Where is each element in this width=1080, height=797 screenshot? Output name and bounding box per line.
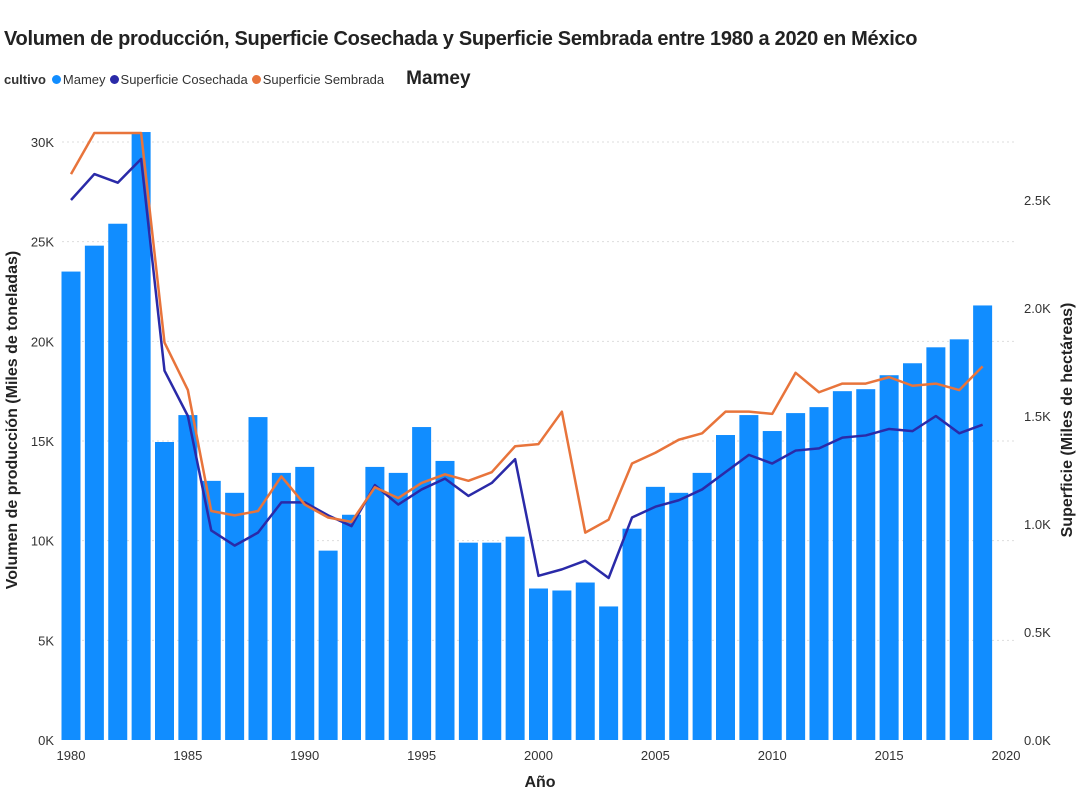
legend-dot-icon [51, 74, 61, 84]
y2-tick-label: 2.5K [1024, 193, 1051, 208]
y2-tick-label: 2.0K [1024, 301, 1051, 316]
x-tick-label: 1985 [173, 748, 202, 763]
bar-2016 [903, 363, 922, 740]
y2-axis-label: Superficie (Miles de hectáreas) [1059, 303, 1076, 538]
bar-2007 [692, 472, 712, 740]
bar-2018 [949, 339, 969, 740]
y-tick-label: 15K [31, 434, 54, 449]
legend-dot-icon [109, 74, 119, 84]
y-axis-label: Volumen de producción (Miles de tonelada… [4, 251, 21, 589]
bar-1999 [505, 536, 525, 740]
x-tick-label: 2005 [641, 748, 670, 763]
bar-2011 [786, 413, 806, 740]
legend: cultivo Mamey Superficie Cosechada Super… [4, 68, 471, 90]
legend-item-sembrada[interactable]: Superficie Sembrada [251, 71, 385, 87]
bar-1998 [482, 542, 502, 740]
bar-1985 [178, 415, 198, 740]
legend-label: Superficie Cosechada [120, 71, 248, 87]
legend-label: Superficie Sembrada [262, 71, 385, 87]
bar-1983 [131, 132, 151, 741]
selected-crop-label: Mamey [406, 68, 471, 89]
chart-title: Volumen de producción, Superficie Cosech… [4, 28, 918, 50]
bar-2002 [575, 582, 595, 740]
y2-tick-label: 0.5K [1024, 625, 1051, 640]
x-tick-label: 2010 [758, 748, 787, 763]
y-tick-label: 10K [31, 534, 54, 549]
legend-title: cultivo [4, 71, 46, 87]
bar-2005 [645, 486, 665, 740]
y2-tick-label: 1.5K [1024, 409, 1051, 424]
bar-1984 [155, 441, 174, 740]
bar-2019 [973, 305, 993, 740]
bar-2009 [739, 415, 759, 740]
bar-2017 [926, 347, 946, 740]
legend-item-mamey[interactable]: Mamey [51, 71, 106, 87]
y2-tick-label: 0.0K [1024, 733, 1051, 748]
x-tick-label: 2015 [875, 748, 904, 763]
x-tick-label: 2000 [524, 748, 553, 763]
bar-1996 [435, 460, 455, 740]
legend-dot-icon [251, 74, 261, 84]
legend-item-cosechada[interactable]: Superficie Cosechada [109, 71, 248, 87]
bar-2010 [762, 431, 782, 740]
legend-label: Mamey [62, 71, 106, 87]
bar-2001 [552, 590, 572, 740]
bar-1990 [295, 466, 315, 740]
bar-1991 [318, 550, 338, 740]
bar-1982 [108, 223, 128, 740]
bar-2008 [716, 435, 735, 740]
y-tick-label: 5K [38, 633, 54, 648]
bar-1987 [225, 492, 245, 740]
bar-1989 [271, 472, 291, 740]
bar-2006 [669, 492, 689, 740]
bar-1992 [342, 514, 361, 740]
bar-1995 [412, 427, 432, 740]
line-superficie-sembrada [69, 131, 984, 534]
bar-1980 [61, 271, 81, 740]
x-tick-label: 2020 [992, 748, 1021, 763]
x-tick-label: 1990 [290, 748, 319, 763]
y-tick-label: 30K [31, 135, 54, 150]
y-tick-label: 0K [38, 733, 54, 748]
bar-2012 [809, 407, 829, 740]
y-tick-label: 25K [31, 235, 54, 250]
line-superficie-cosechada [70, 157, 984, 580]
bar-2014 [856, 389, 876, 740]
bar-2015 [879, 375, 899, 740]
bar-2004 [622, 528, 642, 740]
x-axis-label: Año [524, 774, 555, 791]
bar-1993 [365, 466, 385, 740]
y-tick-label: 20K [31, 334, 54, 349]
bar-1997 [458, 542, 478, 740]
bar-1981 [84, 245, 104, 741]
x-tick-label: 1980 [57, 748, 86, 763]
bar-1994 [388, 472, 408, 740]
x-tick-label: 1995 [407, 748, 436, 763]
bar-1986 [201, 480, 221, 740]
bar-1988 [248, 417, 268, 740]
bar-2013 [832, 391, 852, 740]
bar-2000 [529, 588, 548, 740]
bar-2003 [599, 606, 619, 740]
y2-tick-label: 1.0K [1024, 517, 1051, 532]
